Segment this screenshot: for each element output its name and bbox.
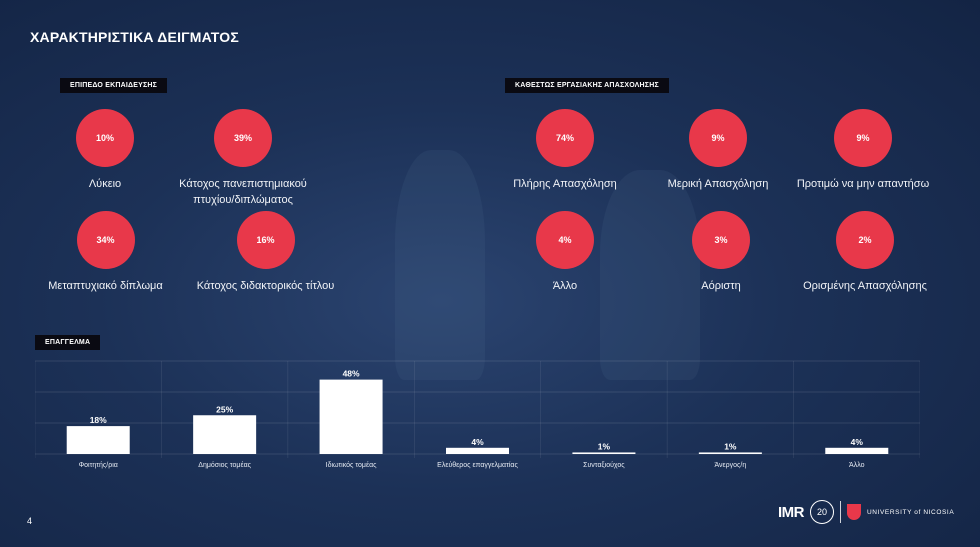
stat-label: Πλήρης Απασχόληση xyxy=(513,178,617,190)
category-label: Άλλο xyxy=(849,462,865,469)
stat-circle: 9% xyxy=(834,109,892,167)
education-stat: 10% Λύκειο xyxy=(50,109,160,192)
background-figure xyxy=(395,150,485,380)
bar xyxy=(319,379,383,454)
education-section-label: ΕΠΙΠΕΔΟ ΕΚΠΑΙΔΕΥΣΗΣ xyxy=(60,78,168,93)
page-title: ΧΑΡΑΚΤΗΡΙΣΤΙΚΑ ΔΕΙΓΜΑΤΟΣ xyxy=(30,29,239,45)
bar xyxy=(446,447,509,454)
data-label: 1% xyxy=(598,441,611,451)
stat-circle: 34% xyxy=(76,211,135,269)
university-emblem-icon xyxy=(847,504,861,520)
category-label: Άνεργος/η xyxy=(714,462,746,469)
logo-separator xyxy=(840,501,841,523)
category-label: Ελεύθερος επαγγελματίας xyxy=(437,461,518,469)
stat-circle: 3% xyxy=(692,211,750,269)
category-label: Ιδιωτικός τομέας xyxy=(326,461,377,469)
stat-circle: 2% xyxy=(836,211,894,269)
bar xyxy=(193,415,257,454)
category-label: Συνταξιούχος xyxy=(583,461,625,469)
employment-stat: 9% Προτιμώ να μην απαντήσω xyxy=(785,109,941,192)
employment-stat: 4% Άλλο xyxy=(513,211,617,294)
stat-label: Κάτοχος διδακτορικός τίτλου xyxy=(196,280,335,292)
bar xyxy=(66,426,130,454)
data-label: 4% xyxy=(471,437,484,447)
employment-stat: 3% Αόριστη xyxy=(669,211,773,294)
employment-section-label: ΚΑΘΕΣΤΩΣ ΕΡΓΑΣΙΑΚΗΣ ΑΠΑΣΧΟΛΗΣΗΣ xyxy=(505,78,669,93)
stat-label: Αόριστη xyxy=(701,280,741,292)
stat-circle: 9% xyxy=(689,109,747,167)
category-label: Δημόσιος τομέας xyxy=(198,461,251,469)
stat-label: Άλλο xyxy=(552,280,578,292)
university-logo-text: UNIVERSITY of NICOSIA xyxy=(867,508,955,516)
stat-circle: 39% xyxy=(214,109,272,167)
data-label: 48% xyxy=(343,369,360,379)
stat-circle: 16% xyxy=(236,211,295,269)
education-stat: 16% Κάτοχος διδακτορικός τίτλου xyxy=(178,211,353,294)
education-stat: 34% Μεταπτυχιακό δίπλωμα xyxy=(33,211,178,294)
employment-stat: 9% Μερική Απασχόληση xyxy=(649,109,787,192)
stat-label: Λύκειο xyxy=(88,178,122,190)
education-stat: 39% Κάτοχος πανεπιστημιακού πτυχίου/διπλ… xyxy=(168,109,318,208)
category-label: Φοιτητής/ρια xyxy=(79,462,118,469)
stat-label: Κάτοχος πανεπιστημιακού πτυχίου/διπλώματ… xyxy=(179,178,307,206)
profession-section-label: ΕΠΑΓΓΕΛΜΑ xyxy=(35,335,101,350)
employment-stat: 2% Ορισμένης Απασχόλησης xyxy=(788,211,942,294)
imr-logo: IMR xyxy=(778,503,805,521)
employment-stat: 74% Πλήρης Απασχόληση xyxy=(500,109,630,192)
stat-label: Μερική Απασχόληση xyxy=(667,178,769,190)
stat-circle: 10% xyxy=(76,109,134,167)
background-figure xyxy=(600,170,700,380)
stat-circle: 4% xyxy=(536,211,594,269)
stat-circle: 74% xyxy=(536,109,594,167)
profession-bar-chart: 18% Φοιτητής/ρια 25% Δημόσιος τομέας 48% Ιδιω… xyxy=(35,360,920,469)
bar xyxy=(698,452,762,454)
page-number: 4 xyxy=(27,516,33,526)
bar xyxy=(572,452,636,454)
stat-label: Ορισμένης Απασχόλησης xyxy=(803,280,927,292)
stat-label: Μεταπτυχιακό δίπλωμα xyxy=(48,280,163,292)
data-label: 25% xyxy=(216,404,233,414)
data-label: 4% xyxy=(851,437,864,447)
anniversary-badge: 20 xyxy=(810,500,834,524)
stat-label: Προτιμώ να μην απαντήσω xyxy=(796,178,930,190)
footer-logos: IMR 20 UNIVERSITY of NICOSIA xyxy=(778,500,954,524)
data-label: 18% xyxy=(90,415,107,425)
bar xyxy=(825,447,889,454)
data-label: 1% xyxy=(724,441,737,451)
